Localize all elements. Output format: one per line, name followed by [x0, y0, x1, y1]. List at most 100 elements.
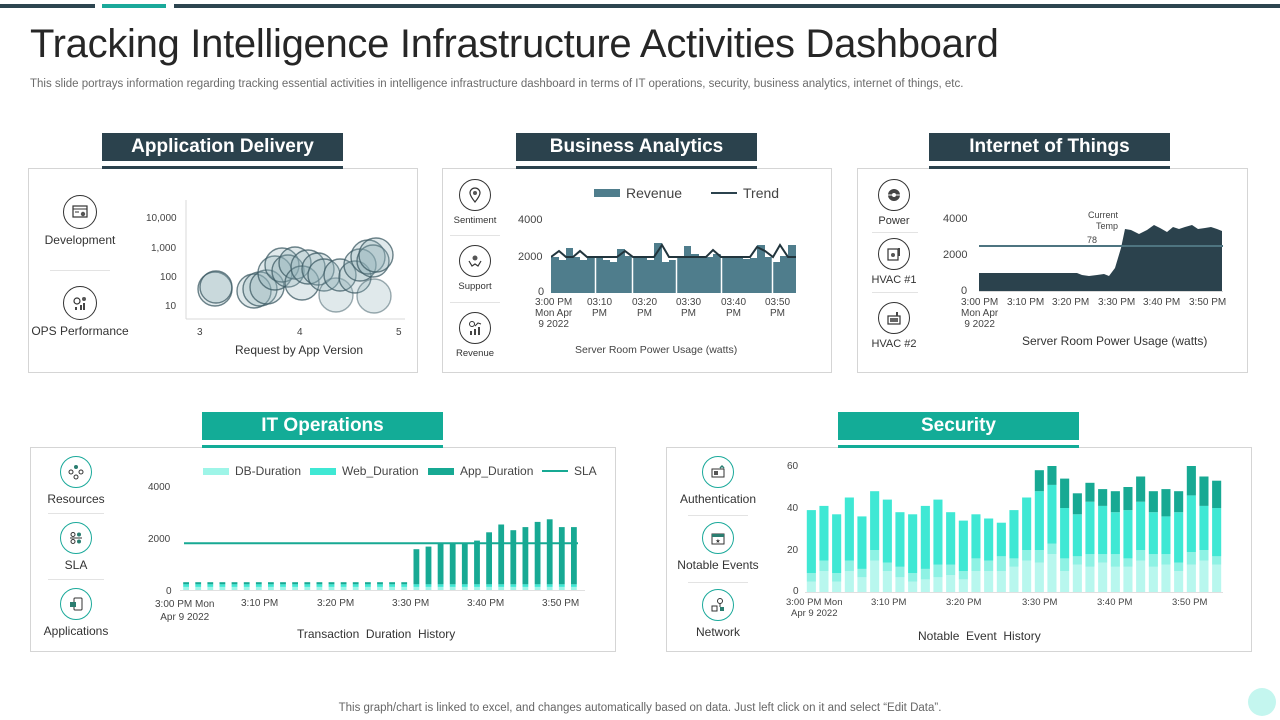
notable-event-chart[interactable] [805, 466, 1225, 593]
bar-segment [819, 571, 829, 592]
x-tick: 3:30 PM [1022, 597, 1058, 608]
bar-segment [255, 586, 262, 590]
bar-segment [870, 560, 880, 592]
x-tick: 3:10 PM [241, 598, 279, 609]
bar-segment [1098, 489, 1108, 506]
bar-segment [546, 586, 553, 590]
bar-segment [819, 560, 829, 571]
bar-segment [195, 586, 202, 590]
bar-segment [1123, 510, 1133, 559]
sidebar-item-authentication[interactable]: Authentication [672, 456, 764, 506]
bar-segment [558, 586, 565, 590]
bar-segment [437, 543, 444, 585]
bar-segment [522, 527, 529, 585]
bar-segment [996, 522, 1006, 557]
legend-db-duration: DB-Duration [203, 464, 301, 478]
bar-segment [1072, 514, 1082, 557]
bar-segment [268, 584, 274, 587]
y-tick: 1,000 [151, 243, 177, 254]
bar-segment [882, 499, 892, 563]
bar-segment [365, 584, 371, 587]
bar-segment [243, 586, 250, 590]
bar-segment [984, 571, 994, 592]
bar-segment [1085, 554, 1095, 567]
bar-segment [857, 577, 867, 592]
y-tick: 4000 [518, 214, 543, 226]
authentication-icon [702, 456, 734, 488]
bar-segment [255, 582, 262, 585]
support-icon [459, 245, 491, 277]
title-underline [929, 166, 1170, 169]
bar-segment [243, 582, 250, 585]
sidebar-item-hvac2[interactable]: HVAC #2 [864, 302, 924, 350]
sidebar-item-hvac1[interactable]: HVAC #1 [864, 238, 924, 286]
bar-segment [413, 549, 420, 585]
bar-segment [449, 543, 456, 585]
bar-segment [425, 586, 432, 590]
bar-segment [219, 582, 226, 585]
bar-segment [1161, 564, 1171, 592]
bar-segment [292, 582, 298, 585]
x-tick: 3:20 PM [946, 597, 982, 608]
sidebar-item-notable-events[interactable]: ★ Notable Events [672, 522, 764, 572]
sidebar-item-ops-performance[interactable]: OPS Performance [25, 286, 135, 338]
bar-segment [219, 584, 226, 587]
bar-segment [449, 584, 456, 587]
bar-segment [474, 586, 480, 590]
revenue-bar-chart[interactable] [551, 243, 799, 293]
bar-segment [1199, 476, 1209, 506]
bar-segment [1186, 495, 1196, 553]
bar-segment [857, 516, 867, 569]
bar-segment [328, 584, 335, 587]
top-accent-bar [0, 4, 95, 8]
bar-segment [340, 586, 347, 590]
bar-segment [292, 586, 298, 590]
bar-segment [1161, 554, 1171, 565]
sidebar-item-development[interactable]: Development [30, 195, 130, 247]
footer-note: This graph/chart is linked to excel, and… [338, 702, 942, 714]
bar-segment [996, 571, 1006, 592]
bar-segment [365, 582, 371, 585]
bar-segment [243, 584, 250, 587]
bubble-chart[interactable] [140, 195, 410, 355]
sidebar-item-power[interactable]: Power [864, 179, 924, 227]
bar-segment [1186, 466, 1196, 496]
sidebar-label: Development [44, 233, 116, 247]
sentiment-icon [459, 179, 491, 211]
sidebar-label: HVAC #1 [871, 274, 917, 286]
power-area-chart[interactable] [979, 218, 1225, 294]
sidebar-item-applications[interactable]: Applications [36, 588, 116, 638]
y-tick: 0 [961, 285, 968, 297]
page-title: Tracking Intelligence Infrastructure Act… [30, 22, 999, 66]
x-axis-title: Server Room Power Usage (watts) [575, 344, 738, 356]
sidebar-item-support[interactable]: Support [445, 245, 505, 292]
sidebar-label: Revenue [455, 348, 495, 359]
bar-segment [1098, 554, 1108, 563]
y-tick: 4000 [943, 213, 968, 225]
transaction-duration-chart[interactable] [180, 487, 585, 591]
bar-segment [946, 512, 956, 565]
sidebar-item-sentiment[interactable]: Sentiment [445, 179, 505, 226]
title-underline [202, 445, 443, 448]
sidebar-item-resources[interactable]: Resources [36, 456, 116, 506]
bar-segment [1110, 554, 1120, 567]
bar-segment [571, 586, 577, 590]
bar-segment [510, 584, 517, 587]
bar-segment [1123, 566, 1133, 592]
sidebar-label: Power [878, 215, 910, 227]
application-delivery-title: Application Delivery [102, 133, 343, 161]
divider [48, 513, 104, 514]
divider [450, 302, 500, 303]
sidebar-item-sla[interactable]: SLA [36, 522, 116, 572]
bar-segment [571, 527, 577, 585]
bar-segment [401, 582, 408, 585]
business-analytics-title: Business Analytics [516, 133, 757, 161]
sla-icon [60, 522, 92, 554]
bar-segment [1009, 558, 1019, 567]
sidebar-item-revenue[interactable]: Revenue [445, 312, 505, 359]
bar-segment [534, 584, 541, 587]
divider [48, 579, 104, 580]
sidebar-item-network[interactable]: Network [672, 589, 764, 639]
hvac2-icon [878, 302, 910, 334]
